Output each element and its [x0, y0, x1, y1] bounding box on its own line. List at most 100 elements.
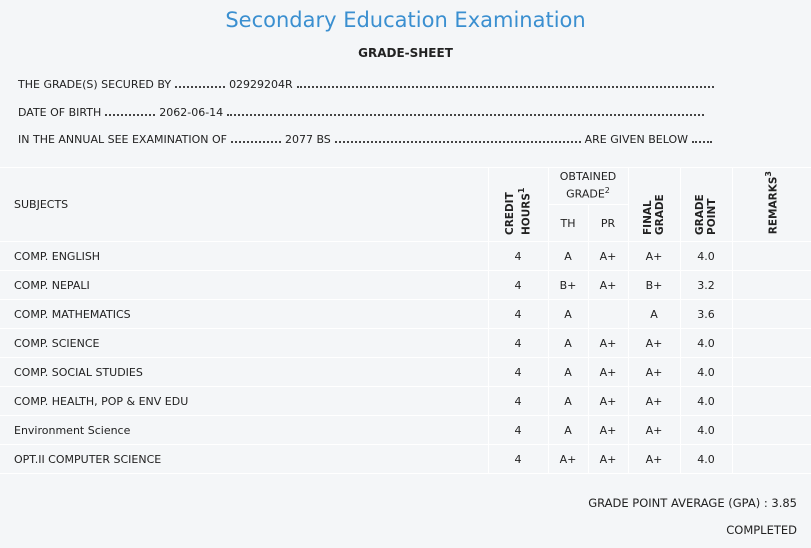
header-text: TH — [560, 216, 576, 230]
leader — [227, 114, 704, 116]
header-text: OBTAINED GRADE — [559, 170, 617, 201]
grade-cell: A — [627, 299, 681, 329]
subject-cell: COMP. SOCIAL STUDIES — [0, 357, 489, 387]
grade-cell: A — [547, 241, 589, 271]
header-text: OBTAINED GRADE2 — [556, 170, 620, 202]
grade-cell: 4.0 — [679, 357, 733, 387]
header-cell: CREDIT HOURS1 — [487, 167, 549, 242]
table-row: COMP. ENGLISH 4 A A+ A+ 4.0 — [0, 241, 811, 271]
info-line: IN THE ANNUAL SEE EXAMINATION OF 2077 BS… — [18, 130, 716, 146]
grade-cell: 4 — [487, 328, 549, 358]
suffix: ARE GIVEN BELOW — [584, 133, 688, 146]
subject-cell: COMP. MATHEMATICS — [0, 299, 489, 329]
remarks-cell — [731, 444, 811, 474]
remarks-cell — [731, 270, 811, 300]
gpa-label: GRADE POINT AVERAGE (GPA) : — [588, 496, 768, 510]
remarks-cell — [731, 415, 811, 445]
grade-cell: 4 — [487, 444, 549, 474]
subject-cell: COMP. SCIENCE — [0, 328, 489, 358]
grade-cell: A — [547, 415, 589, 445]
grade-cell: A+ — [587, 357, 629, 387]
grade-cell: B+ — [627, 270, 681, 300]
value: 2062-06-14 — [159, 106, 224, 119]
header-text: REMARKS3 — [763, 171, 780, 234]
leader — [230, 141, 281, 143]
grade-cell: 4 — [487, 386, 549, 416]
grade-cell: 4 — [487, 241, 549, 271]
header-text: REMARKS — [767, 176, 780, 235]
table-row: COMP. NEPALI 4 B+ A+ B+ 3.2 — [0, 270, 811, 300]
grade-cell: A+ — [627, 357, 681, 387]
leader — [296, 86, 714, 88]
subtitle: GRADE-SHEET — [358, 46, 453, 60]
gpa: GRADE POINT AVERAGE (GPA) : 3.85 — [588, 496, 797, 510]
leader — [692, 141, 712, 143]
grade-cell: B+ — [547, 270, 589, 300]
footnote-mark: 1 — [516, 187, 526, 194]
header-cell: PR — [587, 204, 629, 242]
footnote-mark: 2 — [604, 186, 610, 196]
leader — [105, 114, 156, 116]
info-line: DATE OF BIRTH 2062-06-14 — [18, 103, 708, 119]
grade-cell: A+ — [587, 415, 629, 445]
header-cell: GRADE POINT — [679, 167, 733, 242]
header-cell: OBTAINED GRADE2 — [547, 167, 629, 205]
grade-cell: 4.0 — [679, 328, 733, 358]
remarks-cell — [731, 386, 811, 416]
table-row: COMP. SCIENCE 4 A A+ A+ 4.0 — [0, 328, 811, 358]
grade-cell: A+ — [627, 415, 681, 445]
leader — [334, 141, 581, 143]
remarks-cell — [731, 241, 811, 271]
grade-cell: 3.6 — [679, 299, 733, 329]
header-cell: REMARKS3 — [731, 167, 811, 242]
value: 2077 BS — [284, 133, 331, 146]
grade-cell: 3.2 — [679, 270, 733, 300]
subject-cell: Environment Science — [0, 415, 489, 445]
subject-cell: COMP. NEPALI — [0, 270, 489, 300]
title: Secondary Education Examination — [225, 8, 586, 32]
label: IN THE ANNUAL SEE EXAMINATION OF — [18, 133, 227, 146]
grade-cell: A — [547, 357, 589, 387]
grade-cell: A+ — [547, 444, 589, 474]
grade-cell: A+ — [587, 444, 629, 474]
header-cell: SUBJECTS — [0, 167, 489, 242]
grade-table: SUBJECTS CREDIT HOURS1 OBTAINED GRADE2 F… — [0, 167, 811, 474]
grade-cell: 4.0 — [679, 386, 733, 416]
footnote-mark: 3 — [764, 171, 774, 177]
subject-cell: COMP. HEALTH, POP & ENV EDU — [0, 386, 489, 416]
gpa-value: 3.85 — [771, 496, 797, 510]
grade-cell: A+ — [587, 241, 629, 271]
grade-cell: A — [547, 328, 589, 358]
grade-cell: 4 — [487, 357, 549, 387]
header-cell: FINAL GRADE — [627, 167, 681, 242]
grade-cell: A+ — [627, 444, 681, 474]
table-row: Environment Science 4 A A+ A+ 4.0 — [0, 415, 811, 445]
header-cell: TH — [547, 204, 589, 242]
label: DATE OF BIRTH — [18, 106, 102, 119]
grade-cell: A — [547, 386, 589, 416]
remarks-cell — [731, 357, 811, 387]
header-text: GRADE POINT — [694, 194, 718, 235]
table-row: COMP. MATHEMATICS 4 A A 3.6 — [0, 299, 811, 329]
grade-cell: A+ — [587, 386, 629, 416]
label: THE GRADE(S) SECURED BY — [18, 78, 172, 91]
status: COMPLETED — [726, 523, 797, 537]
grade-cell: A+ — [587, 328, 629, 358]
value: 02929204R — [229, 78, 293, 91]
grade-cell: A+ — [627, 386, 681, 416]
grade-cell: A — [547, 299, 589, 329]
info-line: THE GRADE(S) SECURED BY 02929204R — [18, 75, 718, 91]
header-text: PR — [600, 216, 616, 230]
table-body: COMP. ENGLISH 4 A A+ A+ 4.0 COMP. NEPALI 4 B+ A+ B… — [0, 241, 811, 474]
header-text: CREDIT HOURS1 — [504, 171, 533, 235]
grade-cell — [587, 299, 629, 329]
grade-cell: 4 — [487, 299, 549, 329]
table-row: OPT.II COMPUTER SCIENCE 4 A+ A+ A+ 4.0 — [0, 444, 811, 474]
header-text: SUBJECTS — [14, 198, 69, 211]
grade-cell: A+ — [627, 241, 681, 271]
grade-cell: A+ — [587, 270, 629, 300]
grade-cell: A+ — [627, 328, 681, 358]
header-text: CREDIT HOURS — [503, 192, 533, 235]
subject-cell: COMP. ENGLISH — [0, 241, 489, 271]
